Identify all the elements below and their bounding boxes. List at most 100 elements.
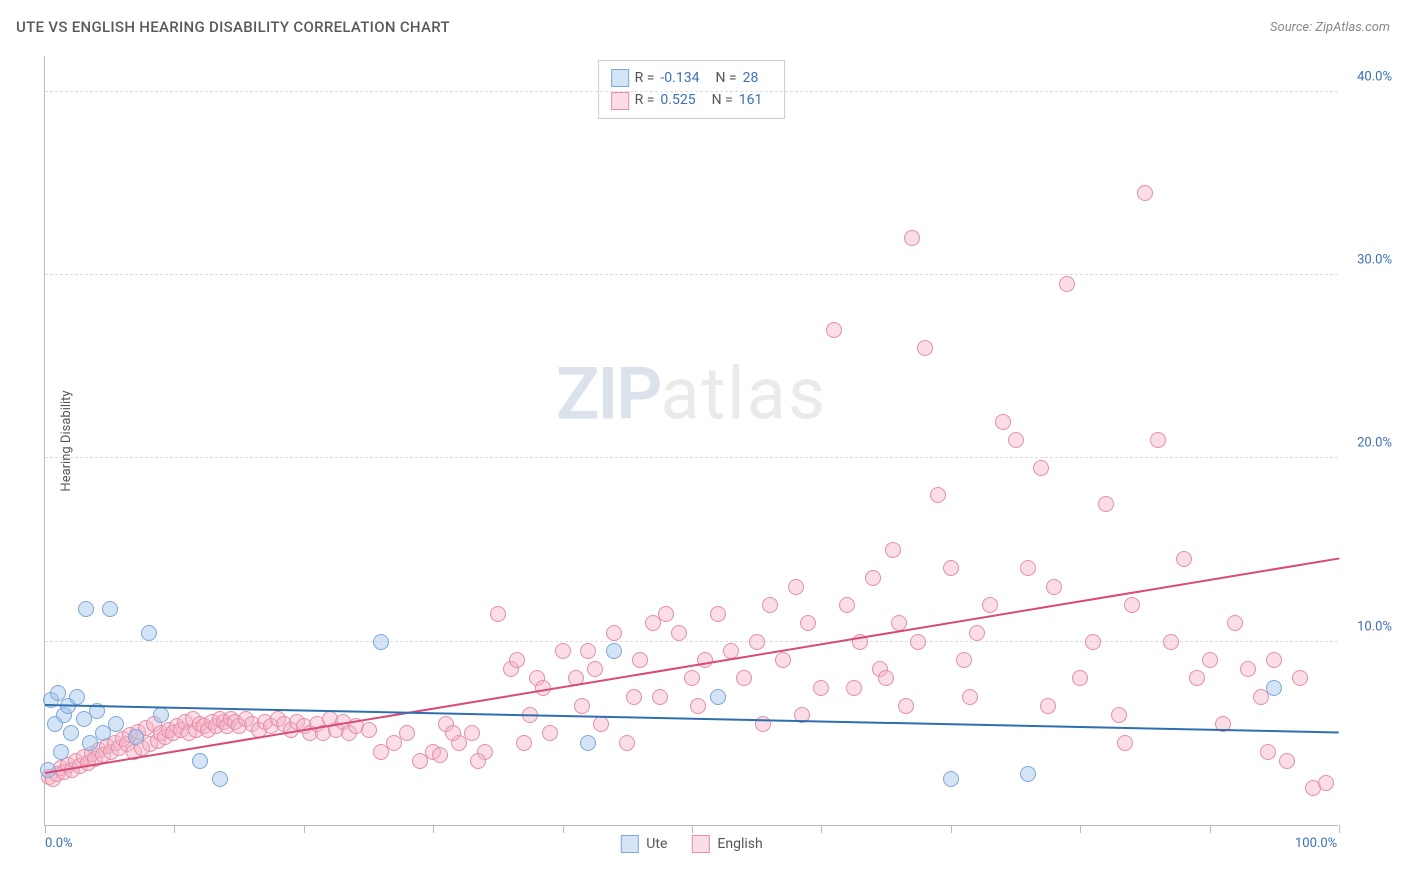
trendline-english (45, 557, 1339, 773)
point-english (445, 725, 461, 741)
legend-item-english: English (691, 835, 762, 853)
point-english (930, 487, 946, 503)
x-tick-label: 100.0% (1295, 836, 1337, 851)
point-english (1266, 652, 1282, 668)
point-english (1279, 753, 1295, 769)
point-ute (1020, 766, 1036, 782)
swatch-ute (620, 835, 638, 853)
point-ute (580, 735, 596, 751)
x-tick (821, 825, 822, 833)
point-english (574, 698, 590, 714)
series-label-ute: Ute (646, 836, 667, 852)
point-english (885, 542, 901, 558)
point-english (1033, 460, 1049, 476)
point-english (697, 652, 713, 668)
point-english (1124, 597, 1140, 613)
point-english (1163, 634, 1179, 650)
point-english (1202, 652, 1218, 668)
point-ute (212, 771, 228, 787)
point-english (1292, 670, 1308, 686)
point-english (995, 414, 1011, 430)
point-english (846, 680, 862, 696)
y-tick-label: 40.0% (1357, 69, 1392, 84)
chart-title: UTE VS ENGLISH HEARING DISABILITY CORREL… (16, 18, 450, 36)
point-ute (943, 771, 959, 787)
point-english (1040, 698, 1056, 714)
point-english (580, 643, 596, 659)
y-tick-label: 10.0% (1357, 619, 1392, 634)
x-tick (304, 825, 305, 833)
point-english (898, 698, 914, 714)
point-english (1240, 661, 1256, 677)
watermark-part1: ZIP (556, 352, 660, 437)
point-english (969, 625, 985, 641)
point-english (1072, 670, 1088, 686)
point-english (1176, 551, 1192, 567)
point-english (470, 753, 486, 769)
point-english (1046, 579, 1062, 595)
point-ute (710, 689, 726, 705)
point-english (671, 625, 687, 641)
swatch-english (691, 835, 709, 853)
point-english (865, 570, 881, 586)
point-english (982, 597, 998, 613)
r-value-ute: -0.134 (660, 67, 699, 89)
x-tick-label: 0.0% (45, 836, 73, 851)
point-english (1117, 735, 1133, 751)
point-english (587, 661, 603, 677)
point-english (632, 652, 648, 668)
point-english (788, 579, 804, 595)
legend-row-ute: R = -0.134 N = 28 (611, 67, 773, 89)
point-english (555, 643, 571, 659)
point-english (1318, 775, 1334, 791)
watermark: ZIPatlas (556, 352, 827, 437)
point-english (710, 606, 726, 622)
point-english (749, 634, 765, 650)
point-english (1189, 670, 1205, 686)
point-english (432, 747, 448, 763)
point-english (839, 597, 855, 613)
point-english (813, 680, 829, 696)
point-english (917, 340, 933, 356)
point-english (826, 322, 842, 338)
legend-row-english: R = 0.525 N = 161 (611, 89, 773, 111)
r-label: R = (635, 89, 655, 111)
point-english (736, 670, 752, 686)
point-english (658, 606, 674, 622)
point-english (775, 652, 791, 668)
x-tick (1080, 825, 1081, 833)
n-value-ute: 28 (743, 67, 759, 89)
r-value-english: 0.525 (660, 89, 695, 111)
point-english (516, 735, 532, 751)
source-label: Source: ZipAtlas.com (1270, 20, 1390, 35)
x-tick (1339, 825, 1340, 833)
gridline (45, 641, 1338, 642)
y-tick-label: 20.0% (1357, 436, 1392, 451)
point-english (1137, 185, 1153, 201)
point-ute (192, 753, 208, 769)
point-english (490, 606, 506, 622)
chart-area: Hearing Disability ZIPatlas R = -0.134 N… (44, 56, 1338, 826)
point-ute (606, 643, 622, 659)
point-english (399, 725, 415, 741)
point-ute (102, 601, 118, 617)
point-english (1227, 615, 1243, 631)
gridline (45, 274, 1338, 275)
point-english (943, 560, 959, 576)
x-tick (45, 825, 46, 833)
point-ute (141, 625, 157, 641)
point-english (606, 625, 622, 641)
legend-item-ute: Ute (620, 835, 667, 853)
x-tick (433, 825, 434, 833)
point-ute (128, 729, 144, 745)
point-ute (69, 689, 85, 705)
point-english (652, 689, 668, 705)
point-english (962, 689, 978, 705)
x-tick (1210, 825, 1211, 833)
series-legend: Ute English (620, 835, 762, 853)
point-ute (373, 634, 389, 650)
point-english (1098, 496, 1114, 512)
point-english (1150, 432, 1166, 448)
x-tick (692, 825, 693, 833)
point-ute (1266, 680, 1282, 696)
